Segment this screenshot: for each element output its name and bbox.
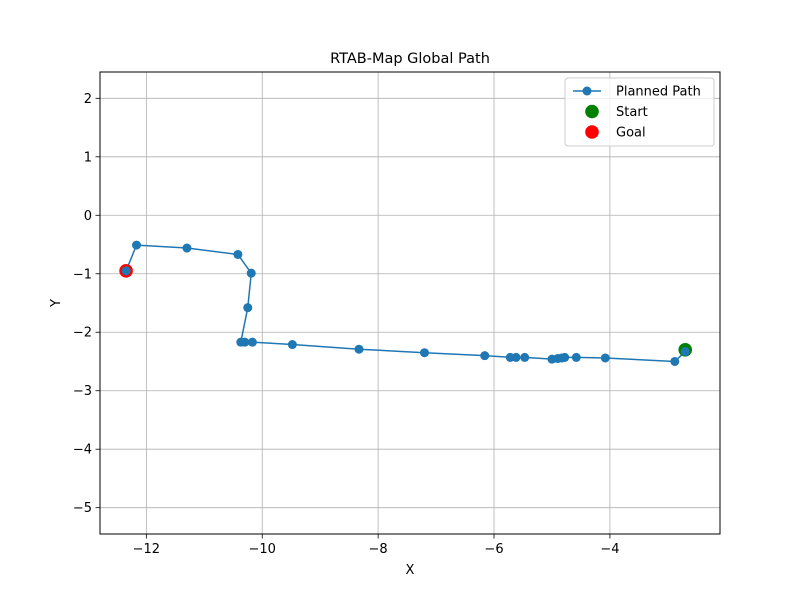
path-point: [354, 344, 364, 354]
path-point: [670, 356, 680, 366]
path-point: [419, 348, 429, 358]
ticks: −12 −10 −8 −6 −4 2 1 0 −1 −2 −3 −4 −5: [73, 92, 620, 557]
series-planned-path: [121, 240, 690, 366]
y-axis-label: Y: [49, 299, 64, 308]
y-tick-label: −1: [73, 267, 92, 282]
x-tick-label: −10: [249, 542, 276, 557]
path-point: [246, 268, 256, 278]
path-point: [132, 240, 142, 250]
path-point: [520, 352, 530, 362]
path-endpoint-marker: [680, 347, 690, 357]
y-tick-label: −4: [73, 443, 92, 458]
legend-box: [564, 77, 715, 147]
path-point: [547, 354, 557, 364]
path-point: [571, 352, 581, 362]
legend-label: Goal: [616, 126, 646, 141]
x-tick-label: −8: [369, 542, 388, 557]
x-tick-label: −6: [484, 542, 503, 557]
y-tick-label: −3: [73, 384, 92, 399]
path-point: [247, 337, 257, 347]
x-tick-label: −12: [133, 542, 160, 557]
path-point: [243, 303, 253, 313]
legend-marker: [585, 125, 599, 139]
path-endpoint-marker: [121, 266, 131, 276]
legend-label: Start: [616, 105, 648, 120]
grid: [100, 72, 720, 534]
path-endpoint-overlay: [121, 266, 690, 357]
y-tick-label: 1: [84, 150, 92, 165]
path-point: [505, 352, 515, 362]
path-point: [236, 337, 246, 347]
path-point: [287, 340, 297, 350]
y-tick-label: −2: [73, 326, 92, 341]
legend-marker: [582, 86, 592, 96]
y-tick-label: −5: [73, 501, 92, 516]
series-layer: [119, 240, 693, 366]
legend-item: Planned Path: [573, 85, 701, 100]
path-point: [182, 243, 192, 253]
chart-title: RTAB-Map Global Path: [330, 51, 490, 67]
x-tick-label: −4: [600, 542, 619, 557]
y-tick-label: 0: [84, 209, 92, 224]
axes-frame: [99, 71, 721, 535]
legend-marker: [585, 104, 599, 119]
legend-label: Planned Path: [616, 85, 701, 100]
legend-item: Start: [585, 104, 648, 120]
y-tick-label: 2: [84, 92, 92, 107]
path-point: [233, 249, 243, 259]
legend-item: Goal: [585, 125, 646, 141]
path-point: [600, 353, 610, 363]
legend: Planned Path Start Goal: [564, 77, 715, 147]
path-point: [480, 351, 490, 361]
x-axis-label: X: [406, 563, 415, 578]
